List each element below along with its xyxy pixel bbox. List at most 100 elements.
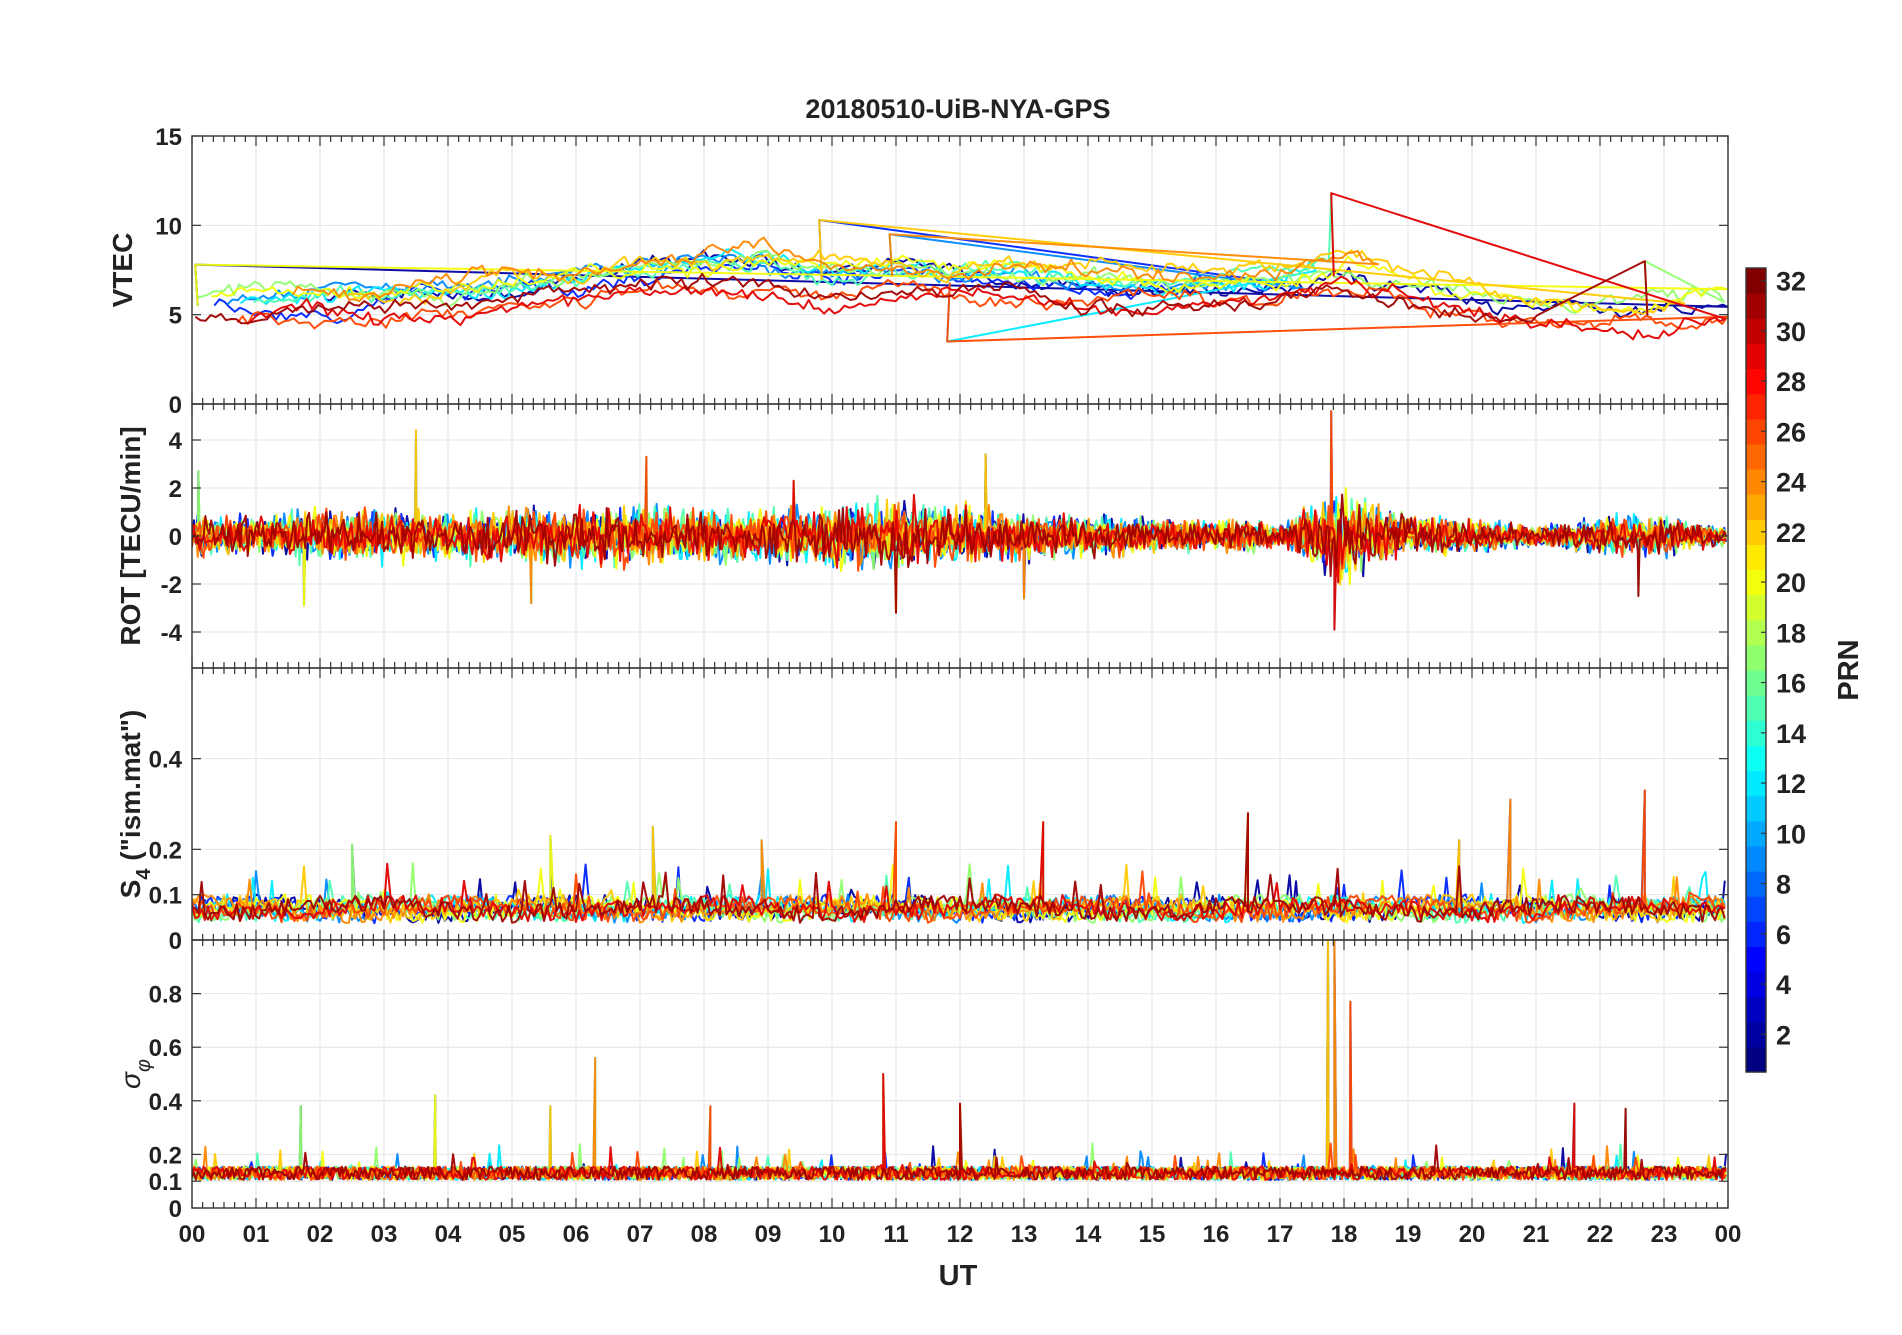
colorbar-tick-label: 6 bbox=[1776, 920, 1791, 950]
colorbar-tick-label: 32 bbox=[1776, 267, 1806, 297]
series-line-prn-31 bbox=[194, 260, 1649, 325]
y-axis-label: σφ bbox=[115, 1059, 155, 1089]
x-tick-label: 16 bbox=[1203, 1221, 1230, 1248]
colorbar-frame bbox=[1745, 267, 1767, 1073]
colorbar-tick-label: 20 bbox=[1776, 568, 1806, 598]
series-group bbox=[192, 789, 1726, 925]
panel-3: 0 0.1 0.2 0.4S4 ("ism.mat") bbox=[115, 667, 1729, 955]
colorbar-tick-label: 18 bbox=[1776, 618, 1806, 648]
x-tick-label: 11 bbox=[883, 1221, 908, 1248]
colorbar-bin bbox=[1746, 594, 1766, 621]
x-tick-label: 21 bbox=[1523, 1221, 1550, 1248]
colorbar-bin bbox=[1746, 519, 1766, 545]
colorbar-tick-label: 2 bbox=[1776, 1020, 1791, 1050]
colorbar-label: PRN bbox=[1833, 639, 1865, 700]
series-line-prn-22 bbox=[192, 429, 1728, 586]
y-axis-panel-1: 0 5 10 15 bbox=[155, 124, 1728, 419]
colorbar-tick-label: 30 bbox=[1776, 317, 1806, 347]
colorbar-bin bbox=[1746, 896, 1766, 922]
colorbar-tick-label: 4 bbox=[1776, 970, 1791, 1000]
colorbar-tick-label: 16 bbox=[1776, 669, 1806, 699]
series-line-prn-20 bbox=[194, 254, 1728, 315]
colorbar-tick-label: 10 bbox=[1776, 819, 1806, 849]
x-tick-label: 10 bbox=[819, 1221, 846, 1248]
series-line-prn-29 bbox=[249, 192, 1727, 341]
colorbar-bin bbox=[1746, 494, 1766, 520]
series-line-prn-31 bbox=[192, 1102, 1727, 1181]
colorbar-bin bbox=[1746, 971, 1766, 998]
x-tick-label: 23 bbox=[1651, 1221, 1678, 1248]
y-tick-label: 0.8 bbox=[149, 982, 182, 1009]
y-tick-label: 2 bbox=[169, 476, 182, 503]
colorbar-tick-label: 22 bbox=[1776, 518, 1806, 548]
x-tick-label: 17 bbox=[1267, 1221, 1294, 1248]
x-ticks bbox=[191, 136, 1729, 404]
y-tick-label: 10 bbox=[155, 213, 182, 240]
colorbar-bin bbox=[1746, 720, 1766, 746]
x-axis-label: UT bbox=[939, 1260, 978, 1292]
panel-2: -4 -2 0 2 4 ROT [TECU/min] bbox=[115, 403, 1729, 669]
colorbar-tick-label: 26 bbox=[1776, 417, 1806, 447]
colorbar-bin bbox=[1746, 695, 1766, 721]
colorbar-bin bbox=[1746, 393, 1766, 420]
colorbar-bin bbox=[1746, 619, 1766, 646]
series-line-prn-24 bbox=[291, 233, 1380, 303]
y-tick-label: -4 bbox=[161, 620, 183, 647]
colorbar-bin bbox=[1746, 921, 1766, 947]
y-axis-panel-4: 00.10.2 0.4 0.6 0.8 bbox=[149, 982, 1728, 1223]
y-axis-label: ROT [TECU/min] bbox=[115, 426, 146, 645]
x-tick-label: 07 bbox=[627, 1221, 654, 1248]
colorbar-tick-label: 8 bbox=[1776, 870, 1791, 900]
colorbar-bin bbox=[1746, 1021, 1766, 1048]
colorbar-bin bbox=[1746, 845, 1766, 872]
y-tick-label: 0 bbox=[169, 524, 182, 551]
colorbar-tick-label: 14 bbox=[1776, 719, 1806, 749]
colorbar-bin bbox=[1746, 343, 1766, 370]
x-tick-label: 20 bbox=[1459, 1221, 1486, 1248]
colorbar-bin bbox=[1746, 946, 1766, 973]
panel-4: 00.10.2 0.4 0.6 0.8 σφ bbox=[115, 939, 1729, 1223]
x-tick-label: 22 bbox=[1587, 1221, 1614, 1248]
series-group bbox=[192, 940, 1728, 1181]
colorbar-bin bbox=[1746, 1046, 1766, 1073]
y-tick-label: 4 bbox=[169, 428, 183, 455]
y-tick-label: 0 bbox=[169, 1196, 182, 1223]
series-line-prn-31 bbox=[192, 493, 1728, 614]
colorbar-bin bbox=[1746, 443, 1766, 470]
colorbar-bin bbox=[1746, 670, 1766, 696]
y-axis-panel-3: 0 0.1 0.2 0.4 bbox=[149, 747, 1728, 955]
y-tick-label: 0 bbox=[169, 392, 182, 419]
y-tick-label: 0.1 bbox=[149, 1169, 182, 1196]
x-tick-label: 19 bbox=[1395, 1221, 1422, 1248]
series-line-prn-22 bbox=[348, 219, 1686, 315]
x-tick-label: 18 bbox=[1331, 1221, 1358, 1248]
series-group bbox=[192, 410, 1728, 631]
colorbar-bin bbox=[1746, 770, 1766, 797]
series-line-prn-26 bbox=[192, 789, 1726, 924]
colorbar-tick-label: 24 bbox=[1776, 468, 1806, 498]
figure-title: 20180510-UiB-NYA-GPS bbox=[805, 94, 1110, 124]
colorbar-bin bbox=[1746, 644, 1766, 671]
y-tick-label: 0 bbox=[169, 928, 182, 955]
x-tick-label: 03 bbox=[371, 1221, 398, 1248]
colorbar-bin bbox=[1746, 996, 1766, 1023]
x-tick-labels: 00 01 02 03 04 05 06 07 08 09 10 11 12 13 14 15 16 17 18 19… bbox=[179, 1221, 1742, 1248]
y-axis-label: S4 ("ism.mat") bbox=[115, 710, 155, 899]
colorbar-bin bbox=[1746, 544, 1766, 571]
y-tick-label: 0.4 bbox=[149, 747, 183, 774]
y-tick-label: 5 bbox=[169, 303, 182, 330]
series-line-prn-31 bbox=[192, 812, 1726, 924]
x-tick-label: 09 bbox=[755, 1221, 782, 1248]
x-tick-label: 15 bbox=[1139, 1221, 1166, 1248]
y-tick-label: 0.6 bbox=[149, 1035, 182, 1062]
x-tick-label: 13 bbox=[1011, 1221, 1038, 1248]
y-axis-label: VTEC bbox=[107, 233, 138, 308]
x-tick-label: 05 bbox=[499, 1221, 526, 1248]
y-tick-label: 0.2 bbox=[149, 1142, 182, 1169]
x-tick-label: 01 bbox=[243, 1221, 270, 1248]
colorbar-tick-label: 28 bbox=[1776, 367, 1806, 397]
